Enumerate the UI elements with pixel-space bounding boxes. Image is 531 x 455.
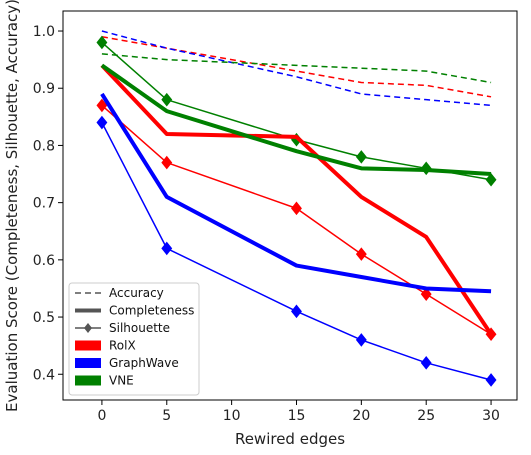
- rolx-completeness-line: [100, 63, 493, 336]
- x-tick-label: 20: [352, 408, 370, 424]
- x-tick-label: 25: [417, 408, 435, 424]
- vne-silhouette-point: [96, 35, 108, 50]
- y-axis-ticks: 0.4 0.5 0.6 0.7 0.8 0.9 1.0: [33, 24, 63, 383]
- graphwave-silhouette-point: [420, 356, 432, 370]
- legend-box: [68, 282, 200, 396]
- legend-label-graphwave: GraphWave: [109, 356, 179, 370]
- graphwave-silhouette-point: [161, 241, 173, 256]
- legend-label-completeness: Completeness: [109, 304, 194, 318]
- y-tick-label: 0.5: [33, 310, 55, 326]
- vne-completeness-line: [100, 63, 492, 177]
- y-tick-label: 0.7: [33, 196, 55, 212]
- x-tick-label: 0: [97, 408, 106, 424]
- rolx-silhouette-point: [291, 201, 302, 216]
- graphwave-silhouette-point: [485, 373, 497, 387]
- y-tick-label: 1.0: [33, 24, 55, 40]
- rolx-silhouette-point: [96, 98, 108, 113]
- rolx-silhouette-point: [161, 155, 173, 170]
- graphwave-silhouette-point: [355, 333, 367, 347]
- y-tick-label: 0.9: [33, 81, 55, 97]
- legend-label-vne: VNE: [109, 374, 134, 388]
- legend-swatch-rolx: [75, 340, 101, 351]
- series-layer: [96, 30, 497, 387]
- y-tick-label: 0.4: [33, 367, 55, 383]
- graphwave-accuracy-line: [101, 30, 492, 107]
- vne-silhouette-point: [161, 92, 173, 107]
- legend-label-silhouette: Silhouette: [109, 321, 170, 335]
- legend-marker-silhouette: [84, 323, 92, 333]
- x-tick-label: 30: [482, 408, 500, 424]
- rolx-silhouette-line: [101, 104, 492, 335]
- x-tick-label: 10: [223, 408, 241, 424]
- legend-swatch-vne: [75, 375, 101, 386]
- y-tick-label: 0.8: [33, 138, 55, 154]
- x-axis-ticks: 0 5 10 15 20 25 30: [97, 400, 500, 424]
- vne-silhouette-point: [485, 172, 497, 187]
- rolx-accuracy-line: [101, 36, 492, 98]
- vne-silhouette-line: [101, 41, 492, 181]
- rolx-silhouette-point: [355, 247, 367, 261]
- y-axis-label: Evaluation Score (Completeness, Silhouet…: [3, 0, 21, 412]
- legend: Accuracy Completeness Silhouette RolX GraphW…: [68, 282, 200, 396]
- legend-label-rolx: RolX: [109, 339, 136, 353]
- graphwave-completeness-line: [100, 92, 492, 294]
- graphwave-silhouette-line: [101, 122, 492, 381]
- legend-label-accuracy: Accuracy: [109, 286, 164, 300]
- y-tick-label: 0.6: [33, 253, 55, 269]
- vne-silhouette-point: [355, 150, 367, 164]
- x-tick-label: 15: [288, 408, 306, 424]
- graphwave-silhouette-point: [96, 115, 108, 130]
- plot-area: [62, 10, 518, 401]
- rolx-silhouette-point: [420, 287, 432, 301]
- plot-frame: [62, 10, 518, 401]
- vne-accuracy-line: [101, 53, 492, 84]
- x-axis-label: Rewired edges: [235, 430, 345, 448]
- legend-swatch-graphwave: [75, 358, 101, 368]
- x-tick-label: 5: [162, 408, 171, 424]
- graphwave-silhouette-point: [291, 304, 302, 319]
